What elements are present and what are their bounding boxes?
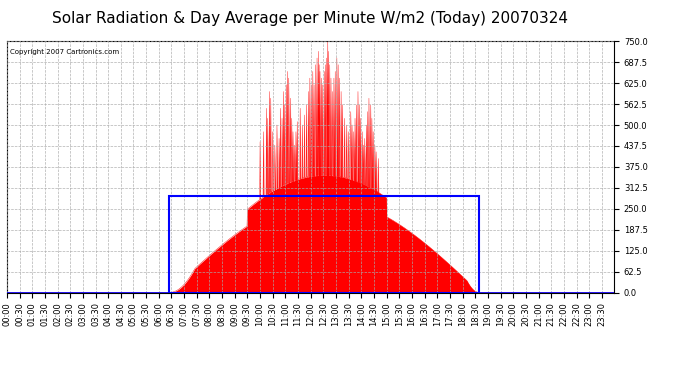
Text: Copyright 2007 Cartronics.com: Copyright 2007 Cartronics.com [10,49,119,55]
Bar [169,196,480,292]
Text: Solar Radiation & Day Average per Minute W/m2 (Today) 20070324: Solar Radiation & Day Average per Minute… [52,11,569,26]
